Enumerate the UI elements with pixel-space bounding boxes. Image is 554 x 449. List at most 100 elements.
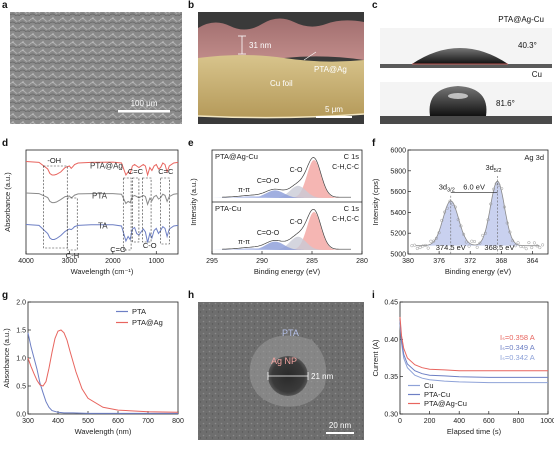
ag3d-fit-line bbox=[415, 180, 540, 247]
peak2-energy: 368.5 eV bbox=[484, 243, 514, 252]
band-box bbox=[142, 177, 152, 243]
data-point bbox=[508, 230, 512, 234]
data-point bbox=[432, 239, 436, 243]
sem-image-a: 100 μm bbox=[10, 12, 182, 124]
chart-ag3d: 380 376 372 368 364 Binding energy (eV) 5000 52… bbox=[371, 148, 549, 276]
data-point bbox=[456, 218, 460, 222]
data-point bbox=[423, 243, 428, 247]
xps-peak-2 bbox=[212, 190, 352, 198]
data-point bbox=[448, 199, 452, 203]
panel-e: e 295 290 285 280 Binding energy (eV) Intensi… bbox=[184, 138, 368, 283]
x-axis-label: Binding energy (eV) bbox=[445, 267, 512, 276]
data-point bbox=[500, 187, 504, 191]
x-tick-label: 2000 bbox=[105, 258, 121, 265]
panel-g: g 300 400 500 600 700 800 Wavelength (nm) 0.0 0.… bbox=[0, 290, 184, 444]
cu-label: Cu bbox=[532, 70, 542, 79]
chart-ftir: 4000 3000 2000 1000 Wavelength (cm⁻¹) Absorba… bbox=[3, 149, 179, 276]
band-box bbox=[122, 177, 132, 251]
x-tick-label: 1000 bbox=[540, 418, 554, 425]
x-tick-label: 0 bbox=[398, 418, 402, 425]
panel-d: d 4000 3000 2000 1000 Wavelength (cm⁻¹) Absor… bbox=[0, 138, 184, 283]
data-point bbox=[459, 224, 463, 228]
x-tick-label: 300 bbox=[22, 418, 34, 425]
sem-image-b: 31 nm PTA@Ag Cu foil 5 μm bbox=[197, 12, 365, 124]
panel-label-g: g bbox=[2, 290, 9, 301]
x-tick-label: 400 bbox=[52, 418, 64, 425]
y-tick-label: 6000 bbox=[390, 148, 406, 155]
steady-current-label: Iₛ=0.342 A bbox=[500, 353, 535, 362]
x-tick-label: 3000 bbox=[62, 258, 78, 265]
plot-frame bbox=[399, 301, 549, 415]
y-tick-label: 1.0 bbox=[16, 356, 26, 363]
band-box bbox=[43, 165, 68, 249]
data-point bbox=[440, 218, 444, 223]
split-label: 6.0 eV bbox=[463, 183, 485, 192]
thickness-label: 31 nm bbox=[249, 41, 272, 50]
peak1-energy: 374.5 eV bbox=[436, 243, 466, 252]
band-label-co: C-O bbox=[143, 241, 157, 250]
chart-xps-c1s: 295 290 285 280 Binding energy (eV) Intensity… bbox=[189, 149, 368, 276]
contact-title: PTA@Ag-Cu bbox=[498, 15, 544, 24]
peak-label-coo: C=O-O bbox=[257, 178, 280, 185]
y-tick-label: 0.40 bbox=[384, 337, 398, 344]
band-label-oh: -OH bbox=[47, 156, 61, 165]
band-label-cc: C=C bbox=[128, 167, 144, 176]
xps-envelope bbox=[221, 157, 351, 198]
data-point bbox=[413, 243, 417, 247]
panel-label-h: h bbox=[188, 290, 195, 301]
peak-label-co: C-O bbox=[290, 219, 303, 226]
data-point bbox=[429, 239, 433, 243]
x-tick-label: 280 bbox=[356, 258, 368, 265]
x-axis-label: Wavelength (cm⁻¹) bbox=[71, 267, 134, 276]
panel-label-f: f bbox=[372, 138, 376, 149]
series-line-pta bbox=[27, 332, 178, 414]
xps-peak-0 bbox=[212, 160, 352, 198]
y-tick-label: 0.5 bbox=[16, 384, 26, 391]
legend-label: PTA bbox=[132, 307, 146, 316]
panel-label-i: i bbox=[372, 290, 375, 301]
series-line-pta-ag-cu bbox=[399, 316, 548, 372]
y-axis-label: Intensity (cps) bbox=[371, 178, 380, 225]
legend-label: PTA-Cu bbox=[424, 390, 450, 399]
y-tick-label: 1.5 bbox=[16, 328, 26, 335]
scale-bar-b: 5 μm bbox=[325, 105, 343, 114]
panel-label-a: a bbox=[2, 0, 8, 11]
data-point bbox=[475, 245, 479, 249]
ag3d-fill bbox=[415, 181, 541, 246]
peak-label-cc: C-H,C-C bbox=[332, 216, 359, 223]
np-label: Ag NP bbox=[271, 356, 297, 366]
series-line-ta bbox=[25, 224, 179, 243]
chart-uvvis: 300 400 500 600 700 800 Wavelength (nm) 0.0 0.5 1… bbox=[2, 300, 184, 437]
x-tick-label: 400 bbox=[453, 418, 465, 425]
band-label-co-double: C=O bbox=[110, 245, 126, 254]
x-tick-label: 295 bbox=[206, 258, 218, 265]
plot-frame bbox=[25, 149, 179, 255]
y-tick-label: 0.35 bbox=[384, 374, 398, 381]
series-label: PTA bbox=[92, 191, 108, 200]
core-level-label: C 1s bbox=[344, 152, 360, 161]
x-tick-label: 380 bbox=[402, 258, 414, 265]
data-point bbox=[516, 241, 520, 245]
x-tick-label: 364 bbox=[527, 258, 539, 265]
x-tick-label: 800 bbox=[172, 418, 184, 425]
angle-bottom: 81.6° bbox=[496, 99, 515, 108]
core-level-label: C 1s bbox=[344, 204, 360, 213]
xps-peak-3 bbox=[212, 196, 352, 198]
y-tick-label: 5400 bbox=[390, 210, 406, 217]
data-point bbox=[470, 239, 474, 243]
series-line-pta bbox=[25, 192, 179, 207]
chart-current-time: 0 200 400 600 800 1000 Elapsed time (s) 0.30 0.3… bbox=[371, 300, 554, 437]
peak-label-coo: C=O-O bbox=[257, 230, 280, 237]
y-tick-label: 0.0 bbox=[16, 412, 26, 419]
data-point bbox=[521, 245, 526, 249]
series-line-pta-ag bbox=[27, 329, 179, 413]
data-point bbox=[467, 244, 471, 248]
plot-frame bbox=[407, 149, 549, 255]
data-point bbox=[492, 187, 496, 191]
data-point bbox=[410, 244, 414, 248]
y-tick-label: 2.0 bbox=[16, 300, 26, 307]
data-point bbox=[527, 241, 531, 245]
y-tick-label: 5000 bbox=[390, 252, 406, 259]
band-label-ch: C-H bbox=[66, 251, 79, 260]
data-point bbox=[478, 241, 482, 245]
